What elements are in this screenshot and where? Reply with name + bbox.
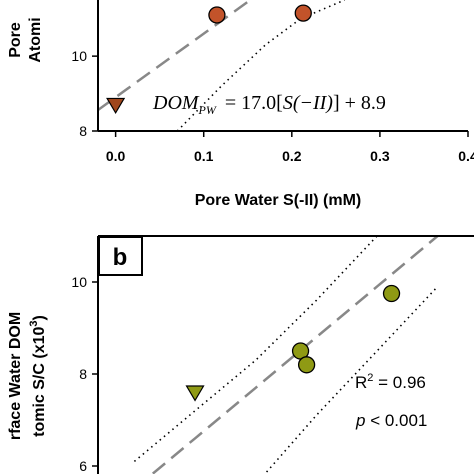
panel-b-ytick-label: 10	[71, 274, 87, 290]
panel-b-letter-frame	[98, 236, 143, 276]
equation-rhs: = 17.0[	[220, 92, 283, 114]
panel-b-ytick-label: 8	[79, 366, 87, 382]
panel-a-ytick-label: 10	[71, 48, 87, 64]
panel-a-fit-line	[98, 0, 253, 112]
panel-a-xlabel: Pore Water S(-II) (mM)	[195, 192, 362, 209]
equation-arg: S(−II)	[283, 92, 333, 114]
panel-b-letter: b	[113, 244, 128, 271]
panel-b-plot	[133, 236, 439, 474]
panel-a-xtick-label: 0.0	[106, 148, 126, 164]
panel-a-xtick-label: 0.3	[370, 148, 390, 164]
panel-b-ylabel-text: tomic S/C (x10	[31, 327, 48, 437]
panel-b-point-1-2	[382, 284, 401, 303]
p-value: < 0.001	[365, 411, 427, 430]
r2-sup: 2	[367, 372, 373, 384]
panel-a-ylabel-line2: Atomi	[27, 17, 44, 62]
panel-b-ylabel-line1: rface Water DOM	[7, 312, 24, 440]
panel-a-equation: DOMPW = 17.0[S(−II)] + 8.9	[152, 92, 386, 117]
panel-a-ylabel-line1: Pore	[7, 22, 24, 58]
panel-a: Pore Atomi 0.0 0.1 0.2 0.3 0.4 8 10 DOMPW = 17…	[7, 0, 474, 209]
r2-label: R	[355, 373, 367, 392]
panel-b-letter-box: b	[98, 236, 143, 276]
panel-a-xtick-label: 0.1	[194, 148, 214, 164]
panel-b-point-1-1	[297, 356, 316, 374]
panel-b-ylabel-sup: 3	[28, 320, 40, 326]
panel-a-point-0-0	[106, 97, 126, 115]
panel-a-xtick-label: 0.2	[282, 148, 302, 164]
panel-a-xtick-label: 0.4	[458, 148, 474, 164]
panel-a-ticks: 0.0 0.1 0.2 0.3 0.4 8 10	[71, 48, 474, 164]
panel-b-ylabel-close: )	[31, 315, 48, 320]
panel-b-p-value: p < 0.001	[355, 411, 427, 430]
equation-subscript: PW	[198, 103, 217, 117]
panel-b-fit-line	[150, 236, 439, 474]
panel-b-r-squared: R2 = 0.96	[355, 372, 426, 392]
p-symbol: p	[355, 411, 365, 430]
r2-value: = 0.96	[373, 373, 425, 392]
panel-b-ytick-label: 6	[79, 458, 87, 474]
panel-a-point-1-0	[208, 6, 226, 24]
panel-a-plot	[98, 0, 346, 131]
equation-tail: ] + 8.9	[333, 92, 386, 114]
panel-b-ylabel-line2: tomic S/C (x103)	[28, 315, 48, 437]
panel-a-ytick-label: 8	[79, 123, 87, 139]
panel-b-ylabel: rface Water DOM tomic S/C (x103)	[7, 312, 48, 440]
panel-b-ticks: 6 8 10	[71, 274, 98, 474]
equation-lhs: DOM	[152, 92, 200, 114]
panel-b-point-0-0	[185, 385, 205, 402]
panel-b-upper-band	[133, 236, 378, 463]
panel-a-point-1-1	[294, 4, 312, 22]
panel-a-ylabel: Pore Atomi	[7, 17, 44, 62]
